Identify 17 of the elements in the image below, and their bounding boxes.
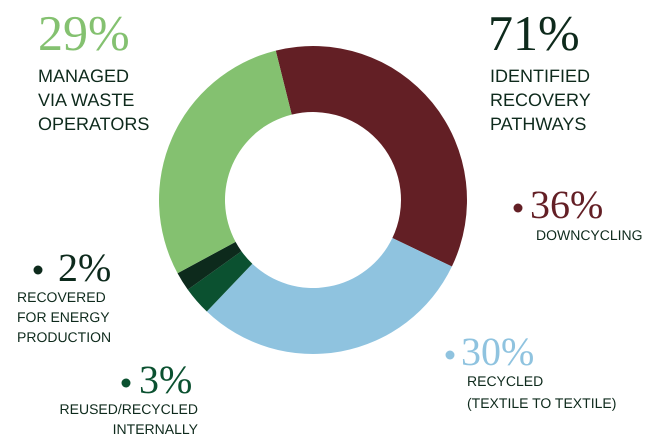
legend-label: REUSED/RECYCLED INTERNALLY [60, 401, 199, 437]
text: 71% [488, 5, 580, 61]
legend-label: RECOVERED FOR ENERGY PRODUCTION [17, 289, 112, 345]
data-label: 30% [461, 329, 534, 374]
slice-label: RECYCLED (TEXTILE TO TEXTILE) [467, 373, 616, 411]
data-label: 2% [58, 245, 112, 290]
donut-slice [188, 251, 252, 312]
data-label: 36% [530, 182, 604, 227]
data-label: 29% [38, 5, 130, 61]
slice-label: DOWNCYCLING [536, 227, 643, 243]
donut-slice [206, 238, 452, 354]
text: IDENTIFIED RECOVERY PATHWAYS [490, 66, 591, 134]
donut-slice [159, 50, 292, 274]
donut-slice [178, 242, 242, 290]
data-label: 3% [139, 357, 192, 402]
donut-slice [276, 46, 467, 267]
slice-label: MANAGED VIA WASTE OPERATORS [38, 66, 150, 134]
